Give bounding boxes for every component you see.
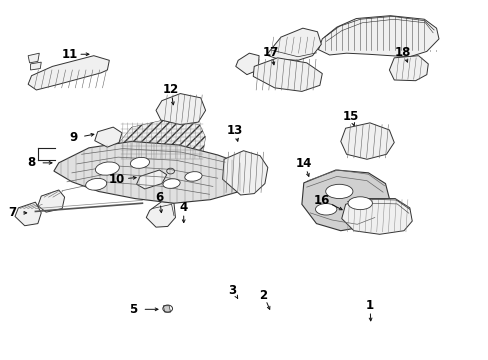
Polygon shape: [253, 58, 322, 91]
Polygon shape: [38, 190, 64, 212]
Polygon shape: [318, 16, 438, 57]
Ellipse shape: [184, 172, 202, 181]
Ellipse shape: [85, 179, 106, 190]
Polygon shape: [156, 94, 205, 125]
Text: 15: 15: [342, 110, 358, 123]
Polygon shape: [235, 53, 259, 75]
Text: 5: 5: [129, 303, 138, 316]
Polygon shape: [341, 199, 411, 234]
Text: 14: 14: [295, 157, 311, 170]
Text: 2: 2: [258, 288, 266, 302]
Text: 17: 17: [263, 46, 279, 59]
Text: 11: 11: [61, 48, 78, 61]
Ellipse shape: [130, 157, 149, 168]
Text: 12: 12: [162, 84, 178, 96]
Text: 16: 16: [313, 194, 330, 207]
Polygon shape: [28, 53, 39, 63]
Ellipse shape: [95, 162, 119, 175]
Polygon shape: [30, 62, 41, 70]
Polygon shape: [388, 56, 427, 81]
Polygon shape: [163, 306, 170, 312]
Text: 4: 4: [179, 201, 187, 214]
Ellipse shape: [325, 184, 352, 199]
Polygon shape: [301, 170, 388, 231]
Text: 3: 3: [227, 284, 235, 297]
Text: 8: 8: [27, 156, 36, 169]
Polygon shape: [146, 202, 175, 227]
Text: 6: 6: [155, 192, 163, 204]
Text: 18: 18: [394, 46, 410, 59]
Text: 10: 10: [109, 173, 125, 186]
Polygon shape: [54, 141, 246, 203]
Polygon shape: [28, 56, 109, 90]
Text: 7: 7: [8, 206, 16, 219]
Polygon shape: [117, 119, 205, 163]
Ellipse shape: [347, 197, 372, 210]
Polygon shape: [340, 123, 393, 159]
Polygon shape: [95, 127, 122, 147]
Text: 9: 9: [69, 131, 77, 144]
Text: 1: 1: [365, 299, 373, 312]
Polygon shape: [266, 28, 321, 60]
Polygon shape: [136, 170, 166, 189]
Polygon shape: [15, 202, 41, 226]
Polygon shape: [222, 151, 267, 195]
Ellipse shape: [315, 203, 336, 215]
Ellipse shape: [163, 179, 180, 188]
Text: 13: 13: [226, 124, 243, 137]
